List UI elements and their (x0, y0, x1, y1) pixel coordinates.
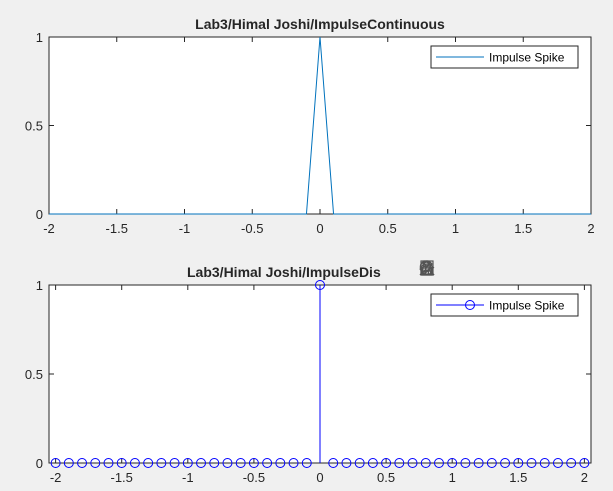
stem-marker (103, 458, 114, 468)
y-tick-labels: 00.51 (25, 278, 591, 471)
stem-marker (354, 458, 365, 468)
stem-marker (433, 458, 444, 468)
stem-marker (301, 458, 312, 468)
x-tick-label: 2 (587, 221, 594, 236)
x-tick-label: -1.5 (106, 221, 128, 236)
legend[interactable]: Impulse Spike (430, 293, 579, 317)
stem-marker (328, 458, 339, 468)
legend-box (430, 293, 579, 317)
stem-marker (381, 458, 392, 468)
legend[interactable]: Impulse Spike (430, 45, 579, 69)
legend-label: Impulse Spike (489, 51, 565, 65)
stem-marker (222, 458, 233, 468)
legend-box (430, 45, 579, 69)
legend-marker-swatch (465, 300, 475, 310)
stem-marker (473, 458, 484, 468)
stem-marker (262, 458, 273, 468)
stem-marker (50, 458, 61, 468)
y-tick-label: 0 (36, 207, 43, 222)
stem-marker (288, 458, 299, 468)
x-tick-label: 1.5 (509, 470, 527, 485)
stem-marker (394, 458, 405, 468)
stem-marker (90, 458, 101, 468)
stem-marker (526, 458, 537, 468)
x-tick-label: 0 (316, 221, 323, 236)
pan-button[interactable] (419, 259, 512, 281)
stem-marker (579, 458, 590, 468)
stem-marker (182, 458, 193, 468)
stem-marker (513, 458, 524, 468)
zoom-in-button[interactable] (419, 259, 536, 281)
x-tick-label: -2 (43, 221, 55, 236)
stem-marker (116, 458, 127, 468)
series-line (49, 36, 591, 215)
x-tick-label: -0.5 (243, 470, 265, 485)
stem-marker (156, 458, 167, 468)
stem-marker (315, 280, 325, 290)
stem-marker (486, 458, 497, 468)
stem-marker (63, 458, 74, 468)
legend-button[interactable] (420, 259, 488, 281)
legend-label: Impulse Spike (489, 299, 565, 313)
x-tick-label: -1 (179, 221, 191, 236)
chart-title: Lab3/Himal Joshi/ImpulseDis (187, 264, 381, 280)
stem-marker (447, 458, 458, 468)
stem-marker (248, 458, 259, 468)
x-tick-label: 2 (581, 470, 588, 485)
chart-title: Lab3/Himal Joshi/ImpulseContinuous (195, 16, 445, 32)
stem-marker (235, 458, 246, 468)
x-tick-label: -2 (50, 470, 62, 485)
data-marks (49, 36, 591, 215)
y-tick-label: 1 (36, 278, 43, 293)
y-tick-label: 0.5 (25, 367, 43, 382)
axes-toolbar (418, 259, 584, 281)
y-tick-labels: 00.51 (25, 30, 591, 222)
stem-marker (460, 458, 471, 468)
y-tick-label: 0.5 (25, 119, 43, 134)
data-marks (50, 280, 590, 468)
stem-marker (500, 458, 511, 468)
data-tips-button[interactable] (420, 259, 464, 281)
stem-marker (77, 458, 88, 468)
axes-discrete[interactable]: Lab3/Himal Joshi/ImpulseDis -2 -1.5 -1 -0.5… (25, 264, 592, 485)
x-tick-labels: -2 -1.5 -1 -0.5 0 0.5 1 1.5 2 (43, 37, 595, 236)
stem-marker (169, 458, 180, 468)
stem-marker (341, 458, 352, 468)
stem-marker (407, 458, 418, 468)
axes-continuous[interactable]: Lab3/Himal Joshi/ImpulseContinuous -2 -1.… (25, 16, 595, 236)
zoom-out-button[interactable] (419, 259, 560, 281)
x-tick-label: 1.5 (514, 221, 532, 236)
x-tick-label: 0.5 (379, 221, 397, 236)
x-tick-labels: -2 -1.5 -1 -0.5 0 0.5 1 1.5 2 (50, 285, 588, 485)
x-tick-label: 1 (449, 470, 456, 485)
stem-marker (552, 458, 563, 468)
stem-marker (275, 458, 286, 468)
home-icon (419, 260, 435, 276)
stem-marker (196, 458, 207, 468)
x-tick-label: 0.5 (377, 470, 395, 485)
stem-marker (566, 458, 577, 468)
x-tick-label: 0 (316, 470, 323, 485)
x-tick-label: 1 (452, 221, 459, 236)
x-tick-label: -1 (182, 470, 194, 485)
stem-marker (539, 458, 550, 468)
x-tick-label: -0.5 (241, 221, 263, 236)
stem-marker (143, 458, 154, 468)
stem-marker (367, 458, 378, 468)
y-tick-label: 1 (36, 30, 43, 45)
stem-marker (420, 458, 431, 468)
stem-marker (209, 458, 220, 468)
x-tick-label: -1.5 (111, 470, 133, 485)
y-tick-label: 0 (36, 456, 43, 471)
stem-marker (129, 458, 140, 468)
home-button[interactable] (419, 259, 584, 281)
